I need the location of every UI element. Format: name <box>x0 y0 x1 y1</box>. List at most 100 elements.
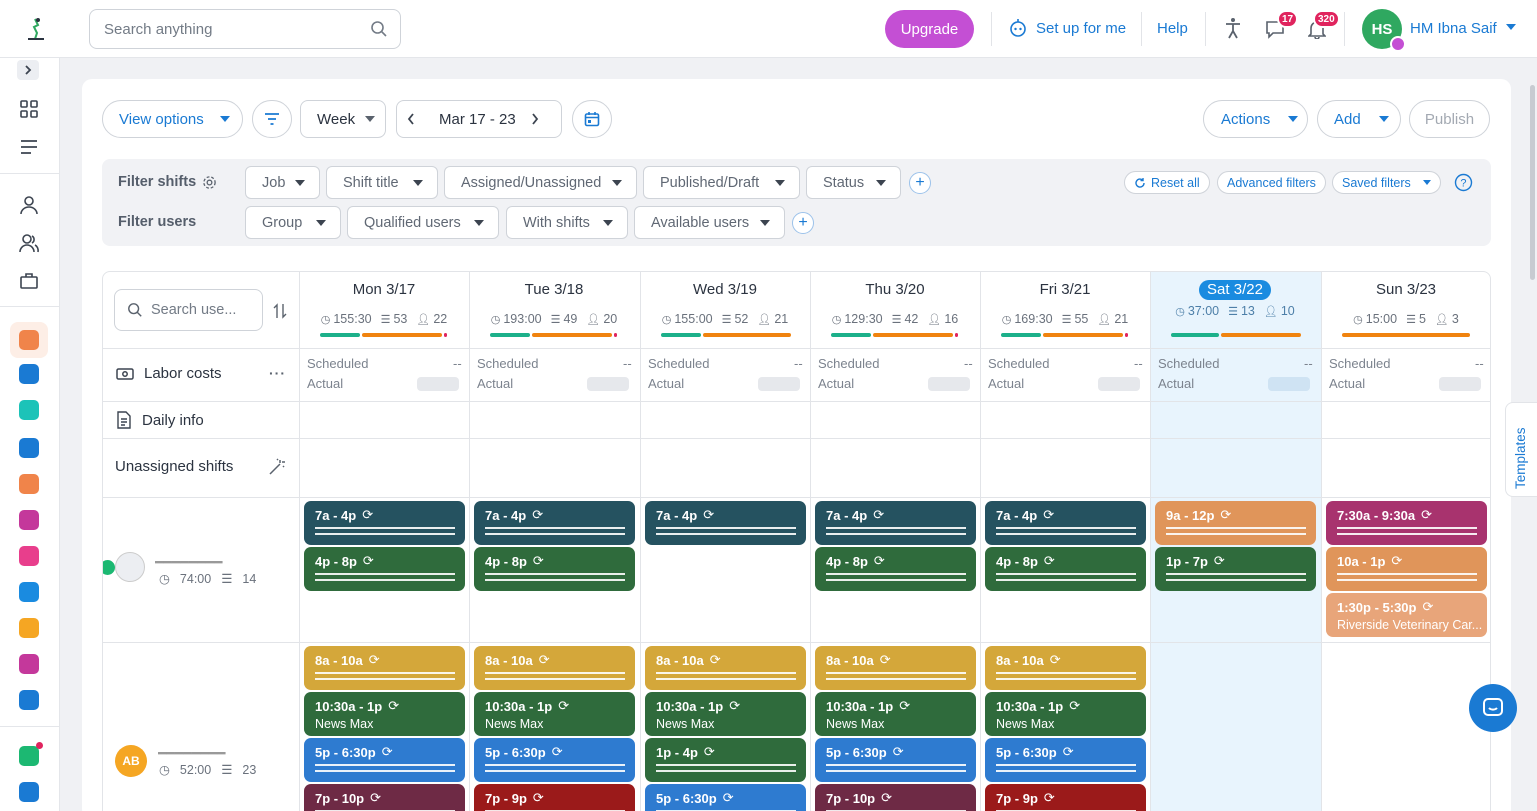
shift-card[interactable]: 4p - 8p ⟳ <box>985 547 1146 591</box>
date-range-label[interactable]: Mar 17 - 23 <box>439 110 516 128</box>
shift-card[interactable]: 7p - 9p ⟳ <box>474 784 635 811</box>
shift-card[interactable]: 7p - 9p ⟳ <box>985 784 1146 811</box>
qualified-users-filter[interactable]: Qualified users <box>347 206 499 239</box>
user-search-input[interactable]: Search use... <box>114 289 263 331</box>
setup-for-me-link[interactable]: Set up for me <box>1008 18 1126 38</box>
users-icon[interactable] <box>18 232 40 254</box>
calendar-button[interactable] <box>572 100 612 138</box>
with-shifts-filter[interactable]: With shifts <box>506 206 628 239</box>
shift-card[interactable]: 10:30a - 1p ⟳ News Max <box>304 692 465 736</box>
actions-button[interactable]: Actions <box>1203 100 1308 138</box>
view-options-button[interactable]: View options <box>102 100 243 138</box>
grid-icon[interactable] <box>18 98 40 120</box>
app-logo[interactable] <box>22 16 50 42</box>
available-users-filter[interactable]: Available users <box>634 206 785 239</box>
add-button[interactable]: Add <box>1317 100 1401 138</box>
saved-filters-button[interactable]: Saved filters <box>1332 171 1441 194</box>
magic-wand-icon[interactable] <box>268 458 286 476</box>
user-name[interactable]: HM Ibna Saif <box>1410 20 1497 37</box>
shift-card[interactable]: 7:30a - 9:30a ⟳ <box>1326 501 1487 545</box>
shift-title-filter[interactable]: Shift title <box>326 166 438 199</box>
day-header[interactable]: Tue 3/18 ◷ 193:00 ☰ 49 👤︎ 20 <box>469 272 639 348</box>
shift-card[interactable]: 7a - 4p ⟳ <box>985 501 1146 545</box>
accessibility-icon[interactable] <box>1224 17 1242 39</box>
day-header[interactable]: Fri 3/21 ◷ 169:30 ☰ 55 👤︎ 21 <box>980 272 1150 348</box>
add-app-icon[interactable] <box>19 746 39 766</box>
add-user-filter-button[interactable]: + <box>792 212 814 234</box>
shift-card[interactable]: 10:30a - 1p ⟳ News Max <box>985 692 1146 736</box>
chevron-right-icon[interactable] <box>531 113 539 125</box>
forms-app-icon[interactable] <box>19 438 39 458</box>
shift-card[interactable]: 8a - 10a ⟳ <box>304 646 465 690</box>
shift-card[interactable]: 7a - 4p ⟳ <box>815 501 976 545</box>
shift-card[interactable]: 9a - 12p ⟳ <box>1155 501 1316 545</box>
shift-card[interactable]: 8a - 10a ⟳ <box>985 646 1146 690</box>
week-select[interactable]: Week <box>300 100 386 138</box>
checklist-app-icon[interactable] <box>19 474 39 494</box>
mail-app-icon[interactable] <box>19 782 39 802</box>
quick-tasks-app-icon[interactable] <box>19 400 39 420</box>
help-circle-icon[interactable]: ? <box>1454 173 1473 192</box>
celebration-app-icon[interactable] <box>19 618 39 638</box>
group-filter[interactable]: Group <box>245 206 341 239</box>
day-header[interactable]: Sun 3/23 ◷ 15:00 ☰ 5 👤︎ 3 <box>1321 272 1490 348</box>
shift-card[interactable]: 7p - 10p ⟳ <box>815 784 976 811</box>
chevron-left-icon[interactable] <box>407 113 415 125</box>
advanced-filters-button[interactable]: Advanced filters <box>1217 171 1326 194</box>
shift-card[interactable]: 7a - 4p ⟳ <box>304 501 465 545</box>
user-name-redacted[interactable]: ━━━━━━━━ <box>158 745 226 761</box>
surveys-app-icon[interactable] <box>19 654 39 674</box>
shift-card[interactable]: 7a - 4p ⟳ <box>645 501 806 545</box>
org-chart-app-icon[interactable] <box>19 690 39 710</box>
shift-card[interactable]: 4p - 8p ⟳ <box>474 547 635 591</box>
day-header[interactable]: Mon 3/17 ◷ 155:30 ☰ 53 👤︎ 22 <box>299 272 469 348</box>
sort-icon[interactable] <box>273 302 287 320</box>
expand-sidebar-button[interactable] <box>17 60 39 80</box>
schedule-app-icon[interactable] <box>19 330 39 350</box>
day-header[interactable]: Thu 3/20 ◷ 129:30 ☰ 42 👤︎ 16 <box>810 272 980 348</box>
gear-icon[interactable] <box>202 175 217 190</box>
shift-card[interactable]: 10a - 1p ⟳ <box>1326 547 1487 591</box>
shift-card[interactable]: 4p - 8p ⟳ <box>815 547 976 591</box>
add-shift-filter-button[interactable]: + <box>909 172 931 194</box>
search-input[interactable]: Search anything <box>89 9 401 49</box>
shift-card[interactable]: 8a - 10a ⟳ <box>645 646 806 690</box>
upgrade-button[interactable]: Upgrade <box>885 10 974 48</box>
shift-card[interactable]: 10:30a - 1p ⟳ News Max <box>645 692 806 736</box>
briefcase-icon[interactable] <box>18 270 40 292</box>
shift-card[interactable]: 1p - 7p ⟳ <box>1155 547 1316 591</box>
reset-all-button[interactable]: Reset all <box>1124 171 1210 194</box>
shift-card[interactable]: 5p - 6:30p ⟳ <box>815 738 976 782</box>
gift-app-icon[interactable] <box>19 582 39 602</box>
shift-card[interactable]: 8a - 10a ⟳ <box>474 646 635 690</box>
job-filter[interactable]: Job <box>245 166 320 199</box>
published-filter[interactable]: Published/Draft <box>643 166 800 199</box>
clipboard-app-icon[interactable] <box>19 510 39 530</box>
shift-card[interactable]: 1p - 4p ⟳ <box>645 738 806 782</box>
shift-card[interactable]: 5p - 6:30p ⟳ <box>985 738 1146 782</box>
day-header[interactable]: Sat 3/22 ◷ 37:00 ☰ 13 👤︎ 10 <box>1150 272 1320 348</box>
help-link[interactable]: Help <box>1157 20 1188 37</box>
avatar[interactable]: AB <box>115 745 147 777</box>
user-name-redacted[interactable]: ━━━━━━━━ <box>155 554 223 570</box>
more-options-icon[interactable]: ··· <box>269 365 286 381</box>
user-icon[interactable] <box>18 194 40 216</box>
shift-card[interactable]: 5p - 6:30p ⟳ <box>304 738 465 782</box>
shift-card[interactable]: 10:30a - 1p ⟳ News Max <box>474 692 635 736</box>
assigned-filter[interactable]: Assigned/Unassigned <box>444 166 637 199</box>
shift-card[interactable]: 10:30a - 1p ⟳ News Max <box>815 692 976 736</box>
shift-card[interactable]: 4p - 8p ⟳ <box>304 547 465 591</box>
filter-button[interactable] <box>252 100 292 138</box>
chevron-down-icon[interactable] <box>1506 24 1516 30</box>
shift-card[interactable]: 8a - 10a ⟳ <box>815 646 976 690</box>
status-filter[interactable]: Status <box>806 166 901 199</box>
shift-card[interactable]: 1:30p - 5:30p ⟳ Riverside Veterinary Car..… <box>1326 593 1487 637</box>
avatar[interactable] <box>115 552 145 582</box>
ideas-app-icon[interactable] <box>19 546 39 566</box>
shift-card[interactable]: 5p - 6:30p ⟳ <box>474 738 635 782</box>
scrollbar[interactable] <box>1530 85 1535 280</box>
time-clock-app-icon[interactable] <box>19 364 39 384</box>
templates-tab[interactable]: Templates <box>1505 402 1537 497</box>
day-header[interactable]: Wed 3/19 ◷ 155:00 ☰ 52 👤︎ 21 <box>640 272 810 348</box>
shift-card[interactable]: 5p - 6:30p ⟳ <box>645 784 806 811</box>
